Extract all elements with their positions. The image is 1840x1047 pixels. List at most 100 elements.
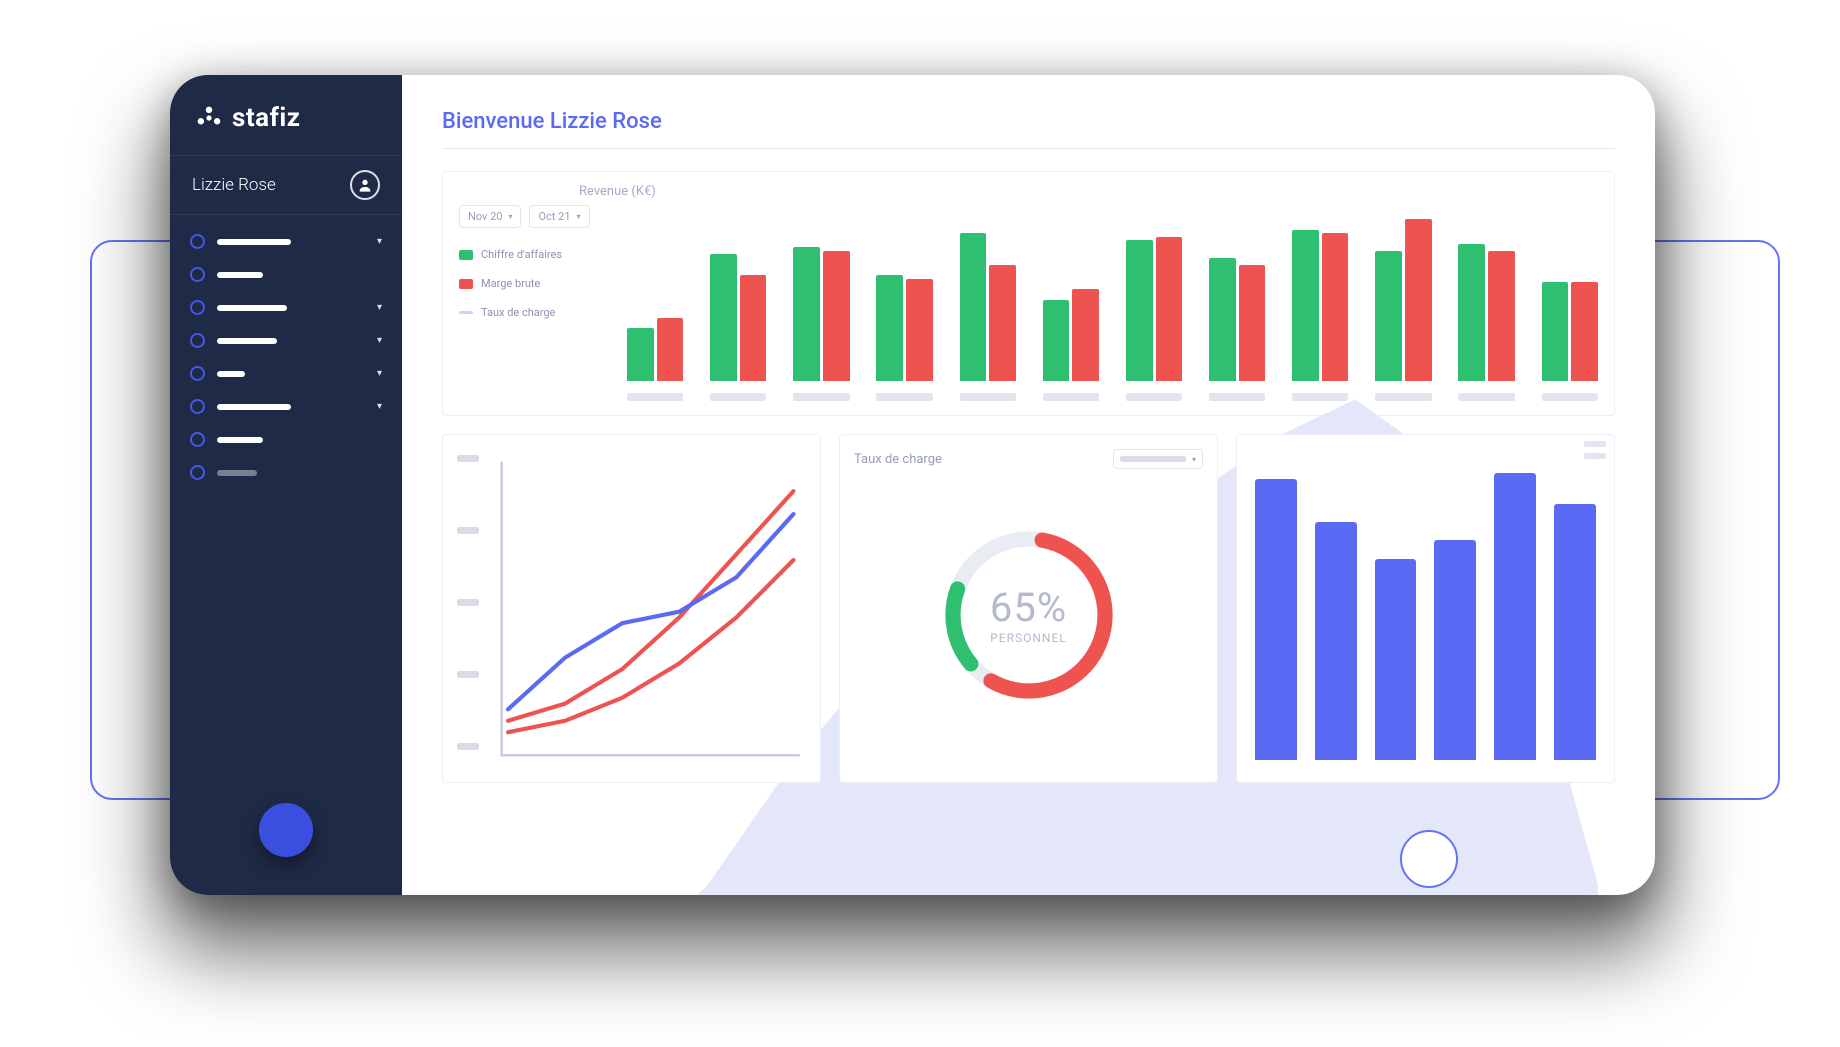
bar-group [1458, 205, 1514, 381]
bar-mb [1322, 233, 1349, 381]
bar-ca [1126, 240, 1153, 381]
sidebar-item-0[interactable]: ▾ [170, 225, 402, 258]
x-label-placeholder [1126, 393, 1182, 401]
sidebar-item-4[interactable]: ▾ [170, 357, 402, 390]
bar-mb [1156, 237, 1183, 381]
nav-label-placeholder [217, 404, 291, 410]
sidebar-item-1[interactable] [170, 258, 402, 291]
y-tick-placeholder [457, 599, 479, 606]
bar-mb [1239, 265, 1266, 381]
date-from-label: Nov 20 [468, 210, 502, 223]
x-label-placeholder [1375, 393, 1431, 401]
bar-ca [1043, 300, 1070, 381]
bar-ca [793, 247, 820, 381]
legend-label: Chiffre d'affaires [481, 248, 562, 261]
bar-side-ticks [1584, 441, 1606, 459]
x-label-placeholder [1043, 393, 1099, 401]
bar-ca [876, 275, 903, 381]
brand: stafiz [170, 103, 402, 155]
bar [1494, 473, 1536, 760]
x-label-placeholder [1542, 393, 1598, 401]
bar-chart [1251, 449, 1600, 760]
bar [1434, 540, 1476, 760]
chevron-down-icon: ▾ [377, 368, 382, 379]
bar-ca [710, 254, 737, 381]
nav-label-placeholder [217, 371, 245, 377]
sidebar-item-7[interactable] [170, 456, 402, 489]
bar-mb [1571, 282, 1598, 381]
legend-item: Marge brute [459, 277, 609, 290]
legend-swatch [459, 279, 473, 289]
device-shell: stafiz Lizzie Rose ▾ ▾ ▾ ▾ ▾ Bienvenue Lizzi… [170, 75, 1655, 895]
user-row[interactable]: Lizzie Rose [170, 155, 402, 215]
sidebar-item-6[interactable] [170, 423, 402, 456]
bar-mb [1405, 219, 1432, 381]
bar-group [1209, 205, 1265, 381]
nav-label-placeholder [217, 338, 277, 344]
y-tick-placeholder [1584, 453, 1606, 459]
nav-dot-icon [190, 432, 205, 447]
brand-logo-icon [196, 105, 222, 131]
bar-group [793, 205, 849, 381]
chevron-down-icon: ▾ [377, 335, 382, 346]
avatar-icon [350, 170, 380, 200]
bar-mb [657, 318, 684, 381]
user-name: Lizzie Rose [192, 175, 276, 195]
sidebar-item-2[interactable]: ▾ [170, 291, 402, 324]
nav-dot-icon [190, 234, 205, 249]
date-to-select[interactable]: Oct 21 ▾ [529, 205, 589, 228]
x-label-placeholder [1292, 393, 1348, 401]
chevron-down-icon: ▾ [377, 401, 382, 412]
line-chart-card [442, 434, 821, 783]
bar-ca [1542, 282, 1569, 381]
bar-group [1126, 205, 1182, 381]
revenue-title: Revenue (K€) [579, 184, 1598, 199]
nav-dot-icon [190, 300, 205, 315]
gauge-card: Taux de charge ▾ 65% PERSONNEL [839, 434, 1218, 783]
bar [1255, 479, 1297, 760]
legend-item: Taux de charge [459, 306, 609, 319]
bar-ca [627, 328, 654, 381]
date-from-select[interactable]: Nov 20 ▾ [459, 205, 521, 228]
y-tick-placeholder [457, 743, 479, 750]
chevron-down-icon: ▾ [508, 212, 512, 221]
legend-label: Marge brute [481, 277, 540, 290]
nav-dot-icon [190, 333, 205, 348]
nav-label-placeholder [217, 239, 291, 245]
y-tick-placeholder [457, 455, 479, 462]
gauge-title: Taux de charge [854, 452, 942, 467]
page-title: Bienvenue Lizzie Rose [442, 109, 1615, 149]
nav-label-placeholder [217, 305, 287, 311]
revenue-legend: Chiffre d'affaires Marge brute Taux de cha… [459, 248, 609, 319]
legend-swatch [459, 311, 473, 314]
y-tick-placeholder [1584, 441, 1606, 447]
bar-group [710, 205, 766, 381]
revenue-chart [627, 205, 1598, 405]
bar [1554, 504, 1596, 760]
nav-label-placeholder [217, 470, 257, 476]
bar-group [876, 205, 932, 381]
sidebar: stafiz Lizzie Rose ▾ ▾ ▾ ▾ ▾ [170, 75, 402, 895]
x-label-placeholder [710, 393, 766, 401]
bar-mb [989, 265, 1016, 381]
nav-dot-icon [190, 465, 205, 480]
sidebar-item-3[interactable]: ▾ [170, 324, 402, 357]
gauge-select[interactable]: ▾ [1113, 449, 1203, 469]
legend-label: Taux de charge [481, 306, 555, 319]
bar-chart-card [1236, 434, 1615, 783]
chevron-down-icon: ▾ [377, 302, 382, 313]
chevron-down-icon: ▾ [377, 236, 382, 247]
brand-name: stafiz [232, 103, 300, 133]
line-chart [489, 449, 806, 768]
sidebar-fab-button[interactable] [259, 803, 313, 857]
legend-item: Chiffre d'affaires [459, 248, 609, 261]
bar-ca [1209, 258, 1236, 381]
bar-group [1292, 205, 1348, 381]
bar-group [627, 205, 683, 381]
bar-mb [740, 275, 767, 381]
bar-group [960, 205, 1016, 381]
sidebar-item-5[interactable]: ▾ [170, 390, 402, 423]
bar-mb [906, 279, 933, 381]
home-indicator [1400, 830, 1458, 888]
line-y-ticks [457, 449, 481, 768]
